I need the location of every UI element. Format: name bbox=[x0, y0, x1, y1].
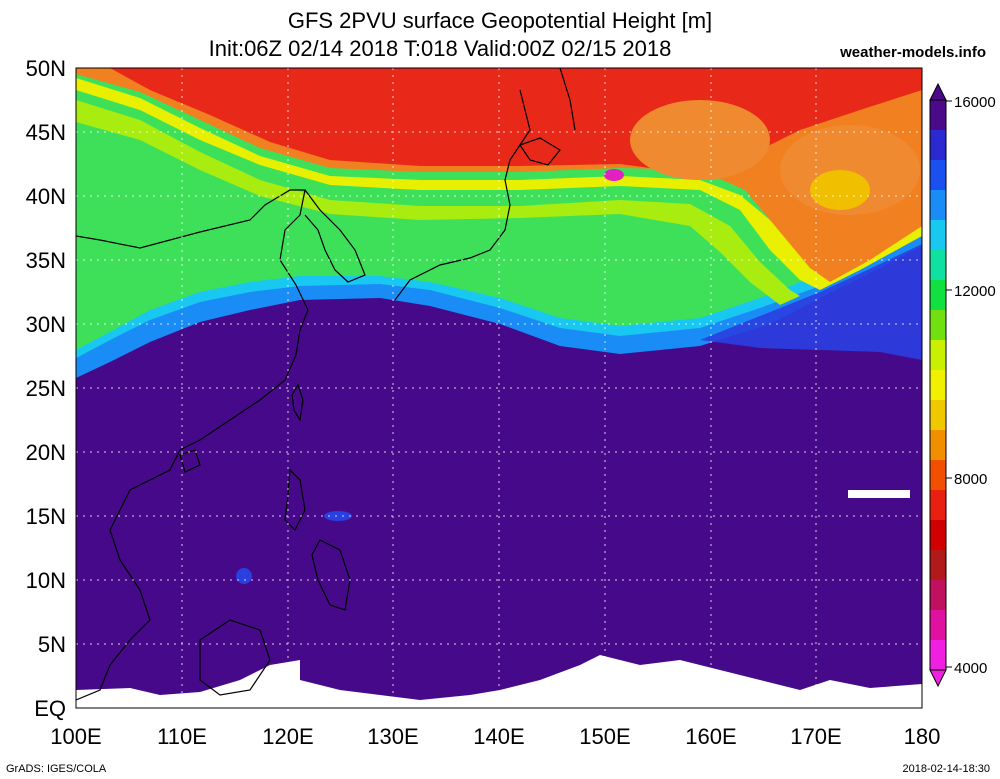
lat-label: 15N bbox=[26, 504, 66, 529]
field-magenta-spot bbox=[604, 169, 624, 181]
lat-label: 40N bbox=[26, 184, 66, 209]
field-cyan-edge bbox=[76, 226, 922, 358]
coast-asia-mainland bbox=[76, 189, 309, 701]
lat-label: 45N bbox=[26, 120, 66, 145]
field-yellow-blob bbox=[810, 170, 870, 210]
lon-label: 120E bbox=[262, 724, 313, 749]
colorbar-segment bbox=[930, 160, 946, 191]
grid-lines bbox=[76, 68, 922, 708]
lat-label: 35N bbox=[26, 248, 66, 273]
colorbar-label: 12000 bbox=[954, 283, 996, 300]
field-orange-blob-1 bbox=[630, 100, 770, 180]
field-blue-region bbox=[700, 244, 922, 360]
colorbar-segment bbox=[930, 520, 946, 551]
lat-label: 30N bbox=[26, 312, 66, 337]
field-missing-patch bbox=[848, 490, 910, 498]
colorbar-segment bbox=[930, 310, 946, 341]
colorbar-label: 4000 bbox=[954, 660, 987, 677]
colorbar-segment bbox=[930, 220, 946, 251]
colorbar-segment bbox=[930, 460, 946, 491]
lon-label: 140E bbox=[473, 724, 524, 749]
coastlines bbox=[76, 68, 576, 701]
field-yellowgreen bbox=[76, 100, 800, 305]
colorbar-segment bbox=[930, 610, 946, 641]
colorbar-segment bbox=[930, 400, 946, 431]
lat-label: EQ bbox=[34, 696, 66, 721]
lat-label: 20N bbox=[26, 440, 66, 465]
lon-label: 100E bbox=[50, 724, 101, 749]
geopotential-field bbox=[76, 68, 922, 708]
colorbar-top-arrow bbox=[929, 82, 947, 101]
site-credit: weather-models.info bbox=[840, 44, 986, 61]
map-title: GFS 2PVU surface Geopotential Height [m] bbox=[287, 8, 713, 33]
colorbar bbox=[929, 82, 952, 688]
lon-label: 150E bbox=[579, 724, 630, 749]
lon-label: 130E bbox=[367, 724, 418, 749]
footer-grads: GrADS: IGES/COLA bbox=[6, 763, 107, 775]
colorbar-segment bbox=[930, 640, 946, 671]
lon-label: 170E bbox=[790, 724, 841, 749]
lon-label: 180 bbox=[904, 724, 941, 749]
colorbar-segment bbox=[930, 580, 946, 611]
coast-taiwan bbox=[291, 383, 304, 422]
coast-borneo bbox=[199, 619, 271, 696]
colorbar-segment bbox=[930, 190, 946, 221]
colorbar-segment bbox=[930, 490, 946, 521]
coast-japan-hokkaido bbox=[519, 137, 561, 166]
lon-label: 110E bbox=[157, 724, 207, 749]
field-blue-spot-2 bbox=[236, 568, 252, 584]
colorbar-segment bbox=[930, 340, 946, 371]
colorbar-segment bbox=[930, 550, 946, 581]
plot-frame bbox=[75, 67, 923, 709]
lat-label: 50N bbox=[26, 56, 66, 81]
lat-label: 25N bbox=[26, 376, 66, 401]
map-subtitle: Init:06Z 02/14 2018 T:018 Valid:00Z 02/1… bbox=[208, 36, 672, 61]
colorbar-labels: 16000 12000 8000 4000 bbox=[954, 94, 996, 677]
lat-label: 10N bbox=[26, 568, 66, 593]
field-missing-south bbox=[76, 655, 922, 708]
colorbar-frame bbox=[929, 99, 947, 671]
colorbar-label: 16000 bbox=[954, 94, 996, 111]
footer-timestamp: 2018-02-14-18:30 bbox=[902, 763, 990, 775]
colorbar-label: 8000 bbox=[954, 471, 987, 488]
lon-label: 160E bbox=[685, 724, 736, 749]
lat-label: 5N bbox=[38, 632, 66, 657]
colorbar-segment bbox=[930, 280, 946, 311]
colorbar-segment bbox=[930, 370, 946, 401]
colorbar-bottom-arrow bbox=[929, 669, 947, 688]
colorbar-segment bbox=[930, 250, 946, 281]
lon-axis: 100E 110E 120E 130E 140E 150E 160E 170E … bbox=[50, 724, 940, 749]
colorbar-segment bbox=[930, 130, 946, 161]
colorbar-segment bbox=[930, 100, 946, 131]
coast-korea bbox=[304, 189, 366, 283]
field-blue-spot-1 bbox=[324, 511, 352, 521]
colorbar-segment bbox=[930, 430, 946, 461]
lat-axis: 50N 45N 40N 35N 30N 25N 20N 15N 10N 5N E… bbox=[26, 56, 66, 721]
field-yellow-band bbox=[76, 78, 922, 290]
coast-sakhalin bbox=[559, 68, 576, 131]
coast-japan bbox=[394, 89, 531, 301]
